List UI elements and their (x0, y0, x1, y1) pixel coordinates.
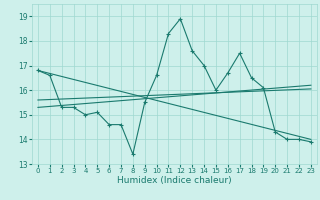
X-axis label: Humidex (Indice chaleur): Humidex (Indice chaleur) (117, 176, 232, 185)
